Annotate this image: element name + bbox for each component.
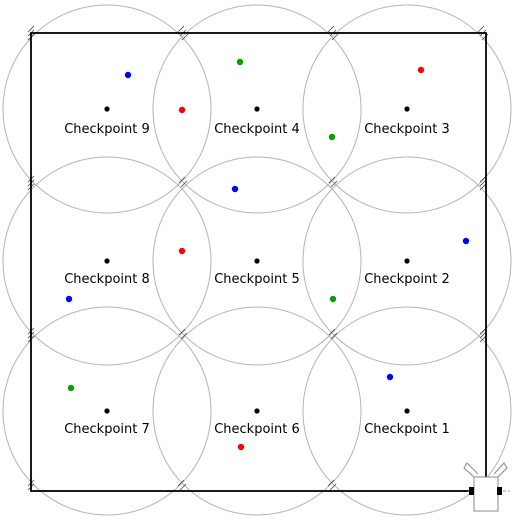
sensing-circles: [2, 4, 512, 516]
red-marker: [178, 247, 186, 255]
gate-arm: [463, 462, 479, 478]
gate-arm: [493, 462, 508, 478]
sensing-circle-6: [152, 306, 362, 516]
checkpoint-dot-7: [104, 408, 110, 414]
checkpoint-label-8: Checkpoint 8: [64, 272, 150, 287]
sensing-circle-7: [2, 306, 212, 516]
checkpoint-dot-1: [404, 408, 410, 414]
gate-body: [473, 476, 499, 512]
sensing-circle-4: [152, 4, 362, 214]
checkpoint-label-9: Checkpoint 9: [64, 122, 150, 137]
checkpoint-dots: [104, 106, 410, 414]
hatch-mark: [178, 328, 188, 340]
hatch-mark: [328, 328, 338, 340]
hatch-mark: [328, 176, 338, 188]
checkpoint-label-6: Checkpoint 6: [214, 422, 300, 437]
checkpoint-label-4: Checkpoint 4: [214, 122, 300, 137]
hatch-mark: [479, 327, 487, 343]
green-marker: [236, 58, 244, 66]
intersection-hatches: [27, 25, 489, 491]
blue-marker: [386, 373, 394, 381]
checkpoint-dot-9: [104, 106, 110, 112]
hatch-mark: [177, 479, 187, 491]
blue-marker: [124, 71, 132, 79]
checkpoint-label-5: Checkpoint 5: [214, 272, 300, 287]
green-marker: [328, 133, 336, 141]
blue-marker: [462, 237, 470, 245]
sensing-circle-8: [2, 156, 212, 366]
checkpoint-label-2: Checkpoint 2: [364, 272, 450, 287]
checkpoint-label-7: Checkpoint 7: [64, 422, 150, 437]
red-marker: [417, 66, 425, 74]
sensing-circle-3: [302, 4, 512, 214]
checkpoint-dot-8: [104, 258, 110, 264]
checkpoint-dot-3: [404, 106, 410, 112]
green-marker: [67, 384, 75, 392]
red-marker: [178, 106, 186, 114]
colored-markers: [65, 58, 470, 451]
checkpoint-label-1: Checkpoint 1: [364, 422, 450, 437]
sensing-circle-5: [152, 156, 362, 366]
checkpoint-label-3: Checkpoint 3: [364, 122, 450, 137]
hatch-mark: [479, 175, 487, 191]
sensing-circle-1: [302, 306, 512, 516]
checkpoint-dot-4: [254, 106, 260, 112]
arena-boundary: [30, 32, 487, 492]
green-marker: [329, 295, 337, 303]
robot-start-gate: [463, 462, 510, 512]
sensing-circle-9: [2, 4, 212, 214]
blue-marker: [231, 185, 239, 193]
hatch-mark: [178, 176, 188, 188]
checkpoint-dot-5: [254, 258, 260, 264]
checkpoint-dot-6: [254, 408, 260, 414]
gate-post-right: [497, 487, 502, 495]
sensing-circle-2: [302, 156, 512, 366]
red-marker: [237, 443, 245, 451]
checkpoint-labels: Checkpoint 9 Checkpoint 4 Checkpoint 3 C…: [64, 122, 450, 437]
blue-marker: [65, 295, 73, 303]
gate-post-left: [469, 487, 474, 495]
hatch-mark: [327, 479, 337, 491]
checkpoint-dot-2: [404, 258, 410, 264]
